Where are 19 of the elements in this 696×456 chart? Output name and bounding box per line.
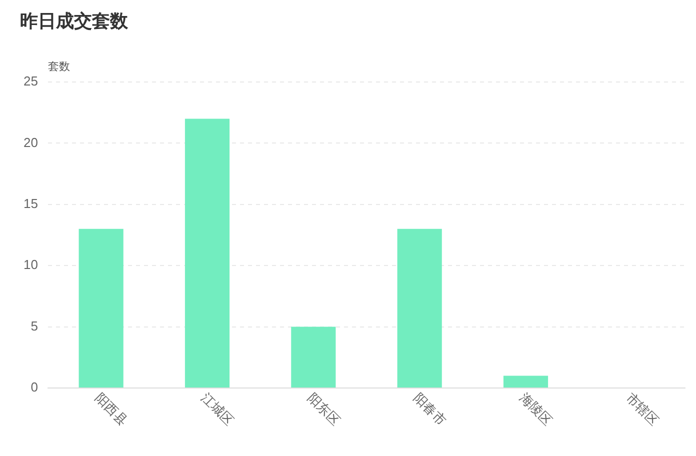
y-tick-label: 10 (24, 257, 38, 272)
bar (503, 376, 548, 388)
y-tick-label: 25 (24, 74, 38, 89)
bar (291, 326, 336, 388)
bar (184, 118, 230, 388)
bar (397, 228, 442, 388)
bar (78, 228, 124, 388)
x-tick-label: 市辖区 (623, 390, 662, 428)
y-tick-label: 20 (24, 134, 38, 150)
x-tick-label: 海陵区 (517, 390, 556, 428)
chart-title: 昨日成交套数 (20, 10, 129, 31)
x-tick-label: 阳西县 (92, 390, 131, 428)
y-axis-title: 套数 (48, 61, 70, 74)
x-tick-label: 阳东区 (304, 390, 343, 428)
y-tick-label: 5 (30, 318, 38, 334)
x-tick-label: 江城区 (198, 390, 237, 428)
y-tick-label: 15 (24, 196, 38, 211)
x-tick-label: 阳春市 (410, 390, 450, 428)
y-tick-label: 0 (30, 380, 38, 395)
